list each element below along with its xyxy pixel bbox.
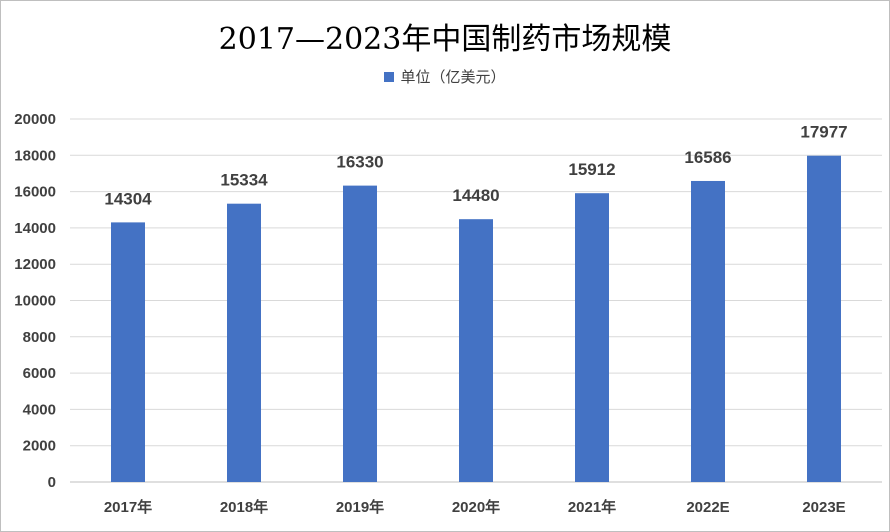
bar <box>459 219 493 483</box>
y-tick-label: 4000 <box>23 401 56 418</box>
x-tick-label: 2017年 <box>104 498 152 516</box>
data-label: 16586 <box>684 148 731 167</box>
x-tick-label: 2020年 <box>452 498 500 516</box>
x-tick-label: 2022E <box>686 499 729 516</box>
y-tick-label: 16000 <box>14 184 56 201</box>
chart-title: 2017—2023年中国制药市场规模 <box>218 22 672 57</box>
legend-label: 单位（亿美元） <box>400 68 506 86</box>
y-tick-label: 6000 <box>23 365 56 382</box>
y-tick-label: 18000 <box>14 147 56 164</box>
x-tick-label: 2019年 <box>336 498 384 516</box>
data-label: 17977 <box>800 123 847 142</box>
y-tick-label: 0 <box>48 474 56 491</box>
data-label: 14304 <box>104 189 152 208</box>
y-tick-label: 8000 <box>23 329 56 346</box>
legend-swatch <box>384 71 395 82</box>
x-tick-label: 2023E <box>802 499 845 516</box>
y-tick-label: 14000 <box>14 220 56 237</box>
x-tick-label: 2018年 <box>220 498 268 516</box>
bar <box>343 185 377 482</box>
bar <box>575 193 609 482</box>
data-label: 16330 <box>336 153 383 172</box>
data-label: 14480 <box>452 186 499 205</box>
y-tick-label: 20000 <box>14 111 56 128</box>
y-tick-label: 10000 <box>14 293 56 310</box>
y-tick-label: 12000 <box>14 256 56 273</box>
bar <box>111 222 145 483</box>
y-tick-label: 2000 <box>23 438 56 455</box>
chart-legend: 单位（亿美元） <box>0 66 890 87</box>
data-label: 15334 <box>220 171 268 190</box>
data-label: 15912 <box>568 160 615 179</box>
x-tick-label: 2021年 <box>568 498 616 516</box>
bar <box>807 155 841 482</box>
bar <box>691 180 725 482</box>
bar <box>227 203 261 482</box>
